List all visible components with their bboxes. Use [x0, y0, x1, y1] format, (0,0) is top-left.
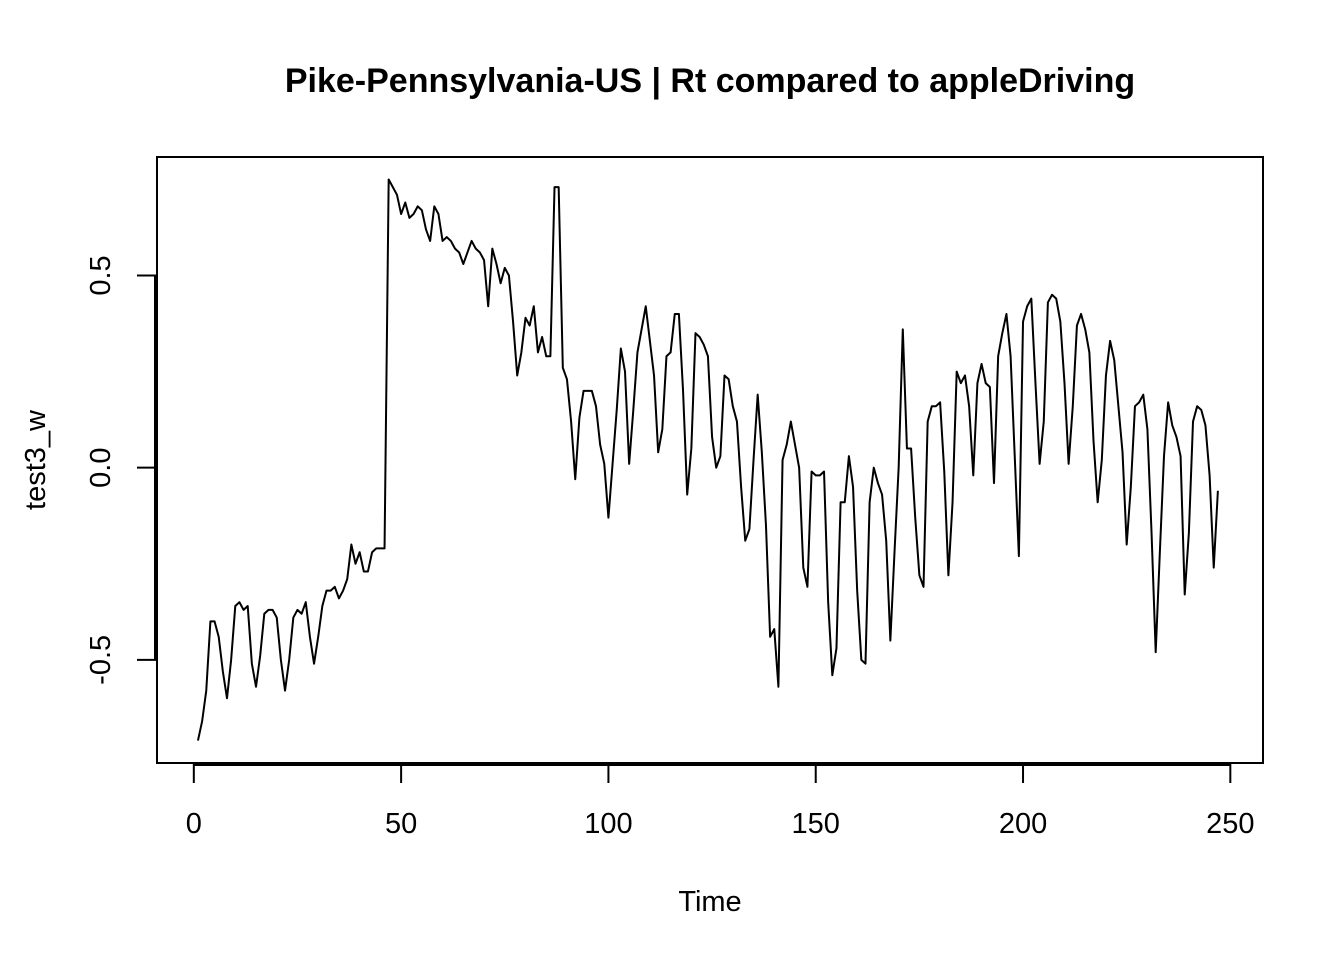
- x-tick-label: 200: [999, 808, 1047, 840]
- x-tick-label: 0: [186, 808, 202, 840]
- y-axis-label: test3_w: [20, 409, 52, 510]
- y-tick-label: 0.0: [85, 448, 117, 488]
- chart-title: Pike-Pennsylvania-US | Rt compared to ap…: [285, 62, 1135, 100]
- y-axis: -0.5 0.0 0.5: [85, 255, 157, 685]
- x-tick-label: 150: [792, 808, 840, 840]
- series-line: [196, 178, 1219, 741]
- plot-frame: [156, 156, 1264, 764]
- x-tick-label: 100: [584, 808, 632, 840]
- x-axis: 0 50 100 150 200 250: [186, 763, 1255, 840]
- x-tick-label: 50: [385, 808, 417, 840]
- y-tick-label: 0.5: [85, 255, 117, 295]
- y-tick-label: -0.5: [85, 635, 117, 685]
- x-axis-label: Time: [678, 886, 741, 918]
- x-tick-label: 250: [1206, 808, 1254, 840]
